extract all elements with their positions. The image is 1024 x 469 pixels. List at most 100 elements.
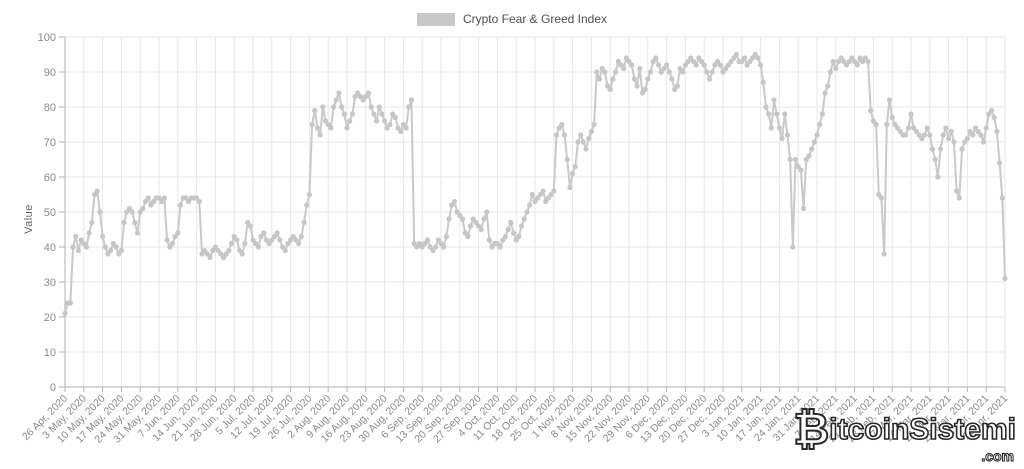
data-point — [279, 244, 286, 250]
data-point — [400, 121, 406, 128]
data-point — [419, 244, 425, 250]
data-point — [376, 104, 382, 110]
data-point — [75, 247, 82, 254]
data-point — [441, 244, 447, 250]
data-point — [790, 244, 796, 250]
data-point — [706, 76, 713, 82]
data-point — [118, 247, 124, 254]
data-point — [288, 237, 294, 243]
data-point — [556, 125, 562, 131]
data-point — [905, 125, 911, 131]
legend[interactable]: Crypto Fear & Greed Index — [416, 12, 607, 26]
data-point — [586, 135, 592, 142]
data-point — [956, 195, 962, 201]
data-point — [317, 132, 323, 138]
data-point — [457, 212, 463, 219]
data-point — [604, 83, 611, 89]
data-point — [642, 86, 648, 93]
data-point — [975, 128, 981, 135]
data-point — [274, 230, 280, 236]
data-point — [682, 62, 689, 68]
data-point — [398, 128, 404, 135]
data-point — [739, 58, 745, 65]
data-point — [218, 251, 224, 257]
y-tick-label: 100 — [38, 32, 56, 44]
data-point — [333, 97, 339, 103]
data-point — [819, 111, 825, 117]
data-point — [551, 188, 557, 194]
data-point — [951, 139, 957, 145]
data-point — [537, 191, 543, 198]
data-point — [894, 125, 901, 131]
data-point — [371, 111, 377, 117]
data-point — [204, 251, 210, 257]
data-point — [387, 121, 393, 128]
data-point — [970, 132, 976, 138]
data-point — [500, 237, 506, 243]
data-point — [521, 216, 527, 222]
data-point — [964, 135, 971, 142]
data-point — [100, 233, 106, 240]
data-point — [446, 216, 452, 222]
data-point — [809, 146, 815, 152]
data-point — [962, 139, 968, 145]
data-point — [207, 254, 213, 261]
data-point — [559, 121, 565, 128]
data-point — [766, 111, 772, 117]
data-point — [543, 198, 549, 205]
data-point — [572, 163, 578, 170]
data-point — [741, 55, 748, 61]
data-point — [347, 118, 353, 124]
data-point — [309, 121, 315, 128]
data-point — [873, 121, 879, 128]
data-point — [145, 195, 151, 201]
data-point — [795, 163, 801, 170]
data-point — [242, 240, 248, 247]
data-point — [459, 216, 466, 222]
data-point — [518, 223, 525, 229]
data-point — [250, 237, 256, 243]
data-point — [355, 90, 361, 96]
data-point — [70, 244, 76, 250]
data-point — [481, 216, 487, 222]
data-point — [169, 240, 176, 247]
data-point — [449, 202, 455, 208]
data-point — [110, 240, 116, 247]
data-point — [285, 240, 291, 247]
data-point — [588, 128, 595, 135]
data-point — [360, 97, 366, 103]
data-point — [701, 62, 707, 68]
data-point — [881, 251, 887, 257]
data-point — [102, 244, 108, 250]
data-point — [591, 121, 597, 128]
data-point — [365, 90, 372, 96]
data-point — [755, 55, 761, 61]
y-tick-label: 50 — [44, 207, 56, 219]
data-point — [978, 132, 984, 138]
data-point — [524, 209, 530, 215]
data-point — [322, 118, 329, 124]
data-point — [172, 233, 178, 240]
data-point — [704, 69, 710, 75]
data-point — [269, 237, 275, 243]
data-point — [105, 251, 111, 257]
data-point — [637, 65, 643, 72]
data-point — [610, 76, 616, 82]
data-point — [822, 90, 828, 96]
data-point — [239, 251, 245, 257]
data-point — [948, 128, 954, 135]
y-axis-title: Value — [22, 204, 35, 234]
data-point — [561, 132, 568, 138]
data-point — [508, 219, 514, 226]
data-point — [223, 251, 229, 257]
y-tick-label: 80 — [44, 102, 56, 114]
data-point — [567, 184, 573, 191]
data-point — [435, 237, 441, 243]
data-point — [502, 233, 509, 240]
data-point — [282, 247, 288, 254]
data-point — [626, 58, 632, 65]
data-point — [403, 125, 409, 131]
data-point — [137, 209, 143, 215]
data-point — [443, 233, 449, 240]
